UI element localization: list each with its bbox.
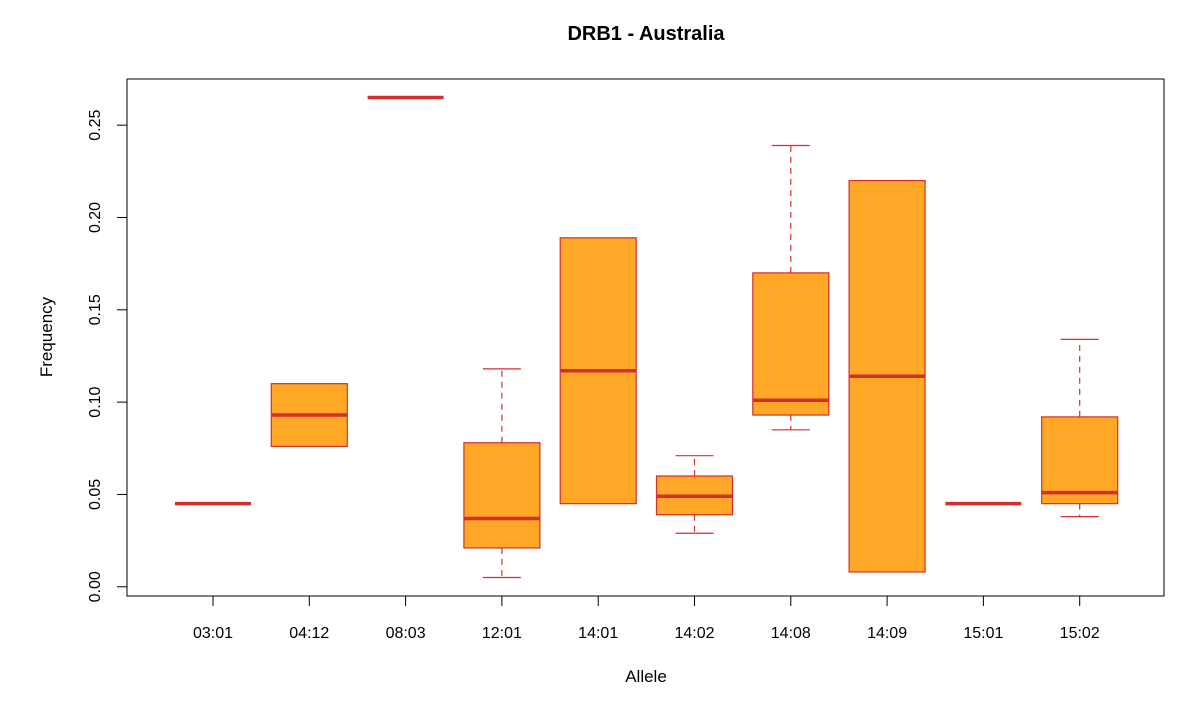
y-tick-label: 0.00: [87, 571, 104, 602]
plot-frame: [126, 78, 1165, 597]
x-axis: 03:01 04:12 08:03 12:01 14:01 14:02 14:08 14:09…: [193, 595, 1100, 642]
box-14-02: [655, 455, 734, 534]
box-14-01: [559, 237, 637, 505]
x-axis-label: Allele: [625, 667, 667, 686]
x-tick-label: 03:01: [193, 625, 233, 642]
x-tick-label: 14:09: [867, 625, 907, 642]
x-tick-label: 14:01: [578, 625, 618, 642]
y-tick-label: 0.20: [87, 202, 104, 233]
x-tick-label: 04:12: [289, 625, 329, 642]
chart-title: DRB1 - Australia: [567, 23, 725, 45]
y-tick-label: 0.05: [87, 479, 104, 510]
x-tick-label: 12:01: [482, 625, 522, 642]
y-tick-label: 0.15: [87, 294, 104, 325]
box-14-08: [752, 144, 830, 431]
box-14-09: [848, 179, 926, 573]
box-body: [463, 442, 541, 549]
x-tick-label: 08:03: [386, 625, 426, 642]
boxes-group: [175, 95, 1119, 579]
y-axis-label: Frequency: [37, 296, 56, 377]
y-tick-label: 0.25: [87, 109, 104, 140]
box-12-01: [463, 368, 541, 579]
x-tick-label: 14:08: [771, 625, 811, 642]
box-04-12: [270, 383, 348, 448]
x-tick-label: 14:02: [674, 625, 714, 642]
y-tick-label: 0.10: [87, 386, 104, 417]
y-axis: 0.00 0.05 0.10 0.15 0.20 0.25: [87, 109, 128, 602]
x-tick-label: 15:01: [963, 625, 1003, 642]
x-tick-label: 15:02: [1060, 625, 1100, 642]
box-15-02: [1041, 338, 1119, 518]
box-body: [752, 272, 830, 416]
box-body: [1041, 416, 1119, 505]
